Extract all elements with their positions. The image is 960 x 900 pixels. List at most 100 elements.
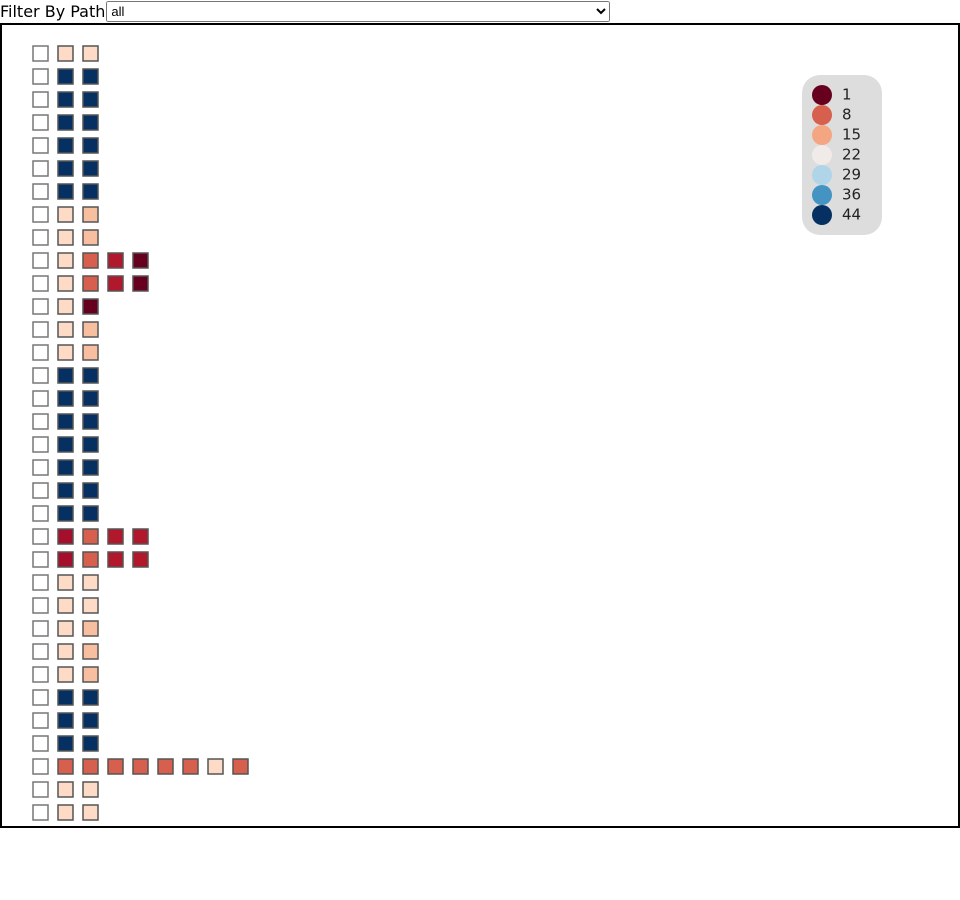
cell xyxy=(82,114,99,131)
legend-swatch xyxy=(812,125,832,145)
cell xyxy=(132,758,149,775)
legend-swatch xyxy=(812,165,832,185)
cell xyxy=(32,229,49,246)
cell xyxy=(57,344,74,361)
cell xyxy=(32,804,49,821)
cell xyxy=(82,367,99,384)
cell xyxy=(57,91,74,108)
cell xyxy=(82,620,99,637)
cell xyxy=(32,620,49,637)
legend-label: 8 xyxy=(842,106,852,124)
cell xyxy=(32,666,49,683)
cell xyxy=(32,436,49,453)
cell xyxy=(32,206,49,223)
cell xyxy=(82,45,99,62)
cell xyxy=(57,367,74,384)
legend-label: 1 xyxy=(842,86,852,104)
cell xyxy=(32,160,49,177)
legend-swatch xyxy=(812,185,832,205)
cell xyxy=(32,390,49,407)
cell xyxy=(57,712,74,729)
cell xyxy=(82,459,99,476)
cell xyxy=(32,735,49,752)
cell xyxy=(82,597,99,614)
cell xyxy=(32,758,49,775)
cell xyxy=(57,390,74,407)
cell xyxy=(32,482,49,499)
cell xyxy=(57,666,74,683)
cell xyxy=(82,298,99,315)
cell xyxy=(57,505,74,522)
cell xyxy=(57,229,74,246)
cell xyxy=(57,206,74,223)
filter-label: Filter By Path xyxy=(0,2,106,21)
legend-label: 36 xyxy=(842,186,861,204)
cell xyxy=(57,137,74,154)
cell xyxy=(32,505,49,522)
cell xyxy=(107,275,124,292)
cell xyxy=(32,344,49,361)
cell xyxy=(82,689,99,706)
cell xyxy=(57,183,74,200)
cell xyxy=(57,321,74,338)
cell xyxy=(57,781,74,798)
legend-swatch xyxy=(812,145,832,165)
cell xyxy=(232,758,249,775)
cell xyxy=(32,643,49,660)
cell xyxy=(57,413,74,430)
cell xyxy=(32,91,49,108)
cell xyxy=(82,574,99,591)
path-select[interactable]: all xyxy=(106,1,611,22)
cell xyxy=(57,620,74,637)
cell xyxy=(82,482,99,499)
cell xyxy=(82,229,99,246)
cell xyxy=(32,551,49,568)
cell xyxy=(57,482,74,499)
cell xyxy=(82,137,99,154)
cell xyxy=(82,275,99,292)
cell xyxy=(32,137,49,154)
cell xyxy=(82,68,99,85)
cell xyxy=(82,183,99,200)
cell xyxy=(32,298,49,315)
cell xyxy=(57,643,74,660)
cell xyxy=(82,321,99,338)
cell xyxy=(107,758,124,775)
cell xyxy=(82,252,99,269)
cell xyxy=(57,252,74,269)
cell xyxy=(82,91,99,108)
cell xyxy=(32,413,49,430)
cell xyxy=(82,712,99,729)
cell xyxy=(82,758,99,775)
cell xyxy=(32,275,49,292)
cell xyxy=(82,804,99,821)
cell xyxy=(32,114,49,131)
cell xyxy=(57,160,74,177)
cell xyxy=(32,367,49,384)
filter-bar: Filter By Path all xyxy=(0,0,960,23)
cell xyxy=(132,551,149,568)
cell xyxy=(32,689,49,706)
cell xyxy=(32,459,49,476)
cell xyxy=(32,45,49,62)
cell xyxy=(207,758,224,775)
cell xyxy=(132,275,149,292)
cell xyxy=(57,735,74,752)
cell xyxy=(182,758,199,775)
cell xyxy=(82,666,99,683)
cell xyxy=(57,45,74,62)
cell xyxy=(82,344,99,361)
cell xyxy=(82,160,99,177)
cell xyxy=(132,528,149,545)
cell xyxy=(32,183,49,200)
cell xyxy=(57,275,74,292)
cell xyxy=(32,321,49,338)
cell xyxy=(57,298,74,315)
cell xyxy=(132,252,149,269)
cell xyxy=(57,758,74,775)
legend-label: 29 xyxy=(842,166,861,184)
cell xyxy=(82,436,99,453)
cells: 1 8 15 22 29 36 44 xyxy=(32,45,882,821)
cell xyxy=(107,252,124,269)
